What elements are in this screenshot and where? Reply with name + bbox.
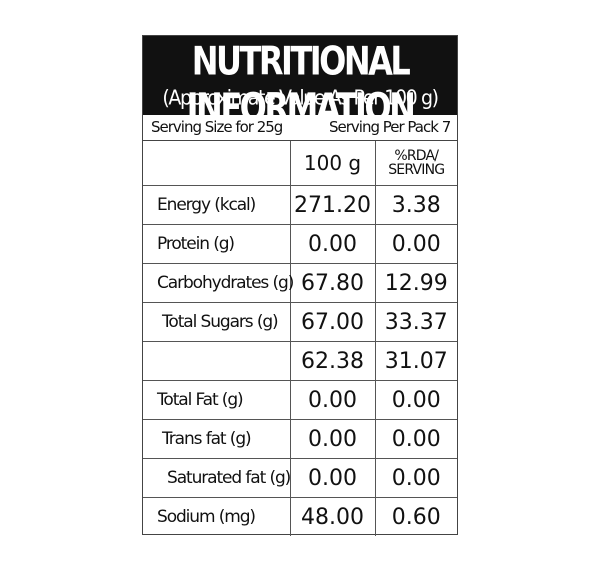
label-header: NUTRITIONAL INFORMATION (Approximate Val… [143, 36, 457, 131]
nutrient-name: Carbohydrates (g) [143, 263, 294, 303]
value-rda: 0.00 [374, 224, 457, 264]
value-rda: 3.38 [374, 185, 457, 225]
label-title: NUTRITIONAL INFORMATION [186, 38, 416, 131]
value-per-100g: 0.00 [289, 458, 376, 498]
value-rda: 0.60 [374, 497, 457, 536]
value-per-100g: 67.00 [289, 302, 376, 342]
value-rda: 0.00 [374, 380, 457, 420]
nutrient-name: Total Sugars (g) [143, 302, 291, 342]
value-rda: 33.37 [374, 302, 457, 342]
rda-header-line2: SERVING [388, 162, 445, 178]
nutrient-name: Total Fat (g) [143, 380, 291, 420]
table-row: Total Fat (g) 0.00 0.00 [143, 380, 457, 420]
value-per-100g: 62.38 [289, 341, 376, 381]
nutrient-name: Protein (g) [143, 224, 291, 264]
label-subtitle: (Approximate Value As Per 100 g) [162, 86, 439, 110]
serving-per-pack: Serving Per Pack 7 [329, 118, 451, 136]
value-rda: 12.99 [374, 263, 457, 303]
value-rda: 0.00 [374, 419, 457, 459]
nutrient-name: Saturated fat (g) [143, 458, 291, 498]
rda-header-line1: %RDA/ [394, 148, 439, 164]
table-row: 62.38 31.07 [143, 341, 457, 381]
table-row: Saturated fat (g) 0.00 0.00 [143, 458, 457, 498]
value-per-100g: 0.00 [289, 380, 376, 420]
column-header-rda: %RDA/ SERVING [374, 141, 457, 186]
column-header-100g: 100 g [289, 141, 376, 186]
table-row: Carbohydrates (g) 67.80 12.99 [143, 263, 457, 303]
serving-info: Serving Size for 25g Serving Per Pack 7 [143, 115, 457, 141]
table-row: Energy (kcal) 271.20 3.38 [143, 185, 457, 225]
value-per-100g: 0.00 [289, 224, 376, 264]
table-row: Protein (g) 0.00 0.00 [143, 224, 457, 264]
nutrient-name: Energy (kcal) [143, 185, 291, 225]
value-per-100g: 48.00 [289, 497, 376, 536]
nutrition-label: NUTRITIONAL INFORMATION (Approximate Val… [142, 35, 458, 536]
value-per-100g: 271.20 [289, 185, 376, 225]
value-per-100g: 67.80 [289, 263, 376, 303]
nutrient-name: Trans fat (g) [143, 419, 291, 459]
table-row: Trans fat (g) 0.00 0.00 [143, 419, 457, 459]
value-per-100g: 0.00 [289, 419, 376, 459]
nutrient-name [143, 341, 291, 381]
table-row: Total Sugars (g) 67.00 33.37 [143, 302, 457, 342]
value-rda: 31.07 [374, 341, 457, 381]
table-row: Sodium (mg) 48.00 0.60 [143, 497, 457, 536]
nutrition-table: 100 g %RDA/ SERVING Energy (kcal) 271.20… [143, 141, 457, 536]
value-rda: 0.00 [374, 458, 457, 498]
header-blank-cell [143, 141, 291, 186]
nutrient-name: Sodium (mg) [143, 497, 291, 536]
table-header-row: 100 g %RDA/ SERVING [143, 141, 457, 186]
serving-size: Serving Size for 25g [151, 118, 283, 136]
